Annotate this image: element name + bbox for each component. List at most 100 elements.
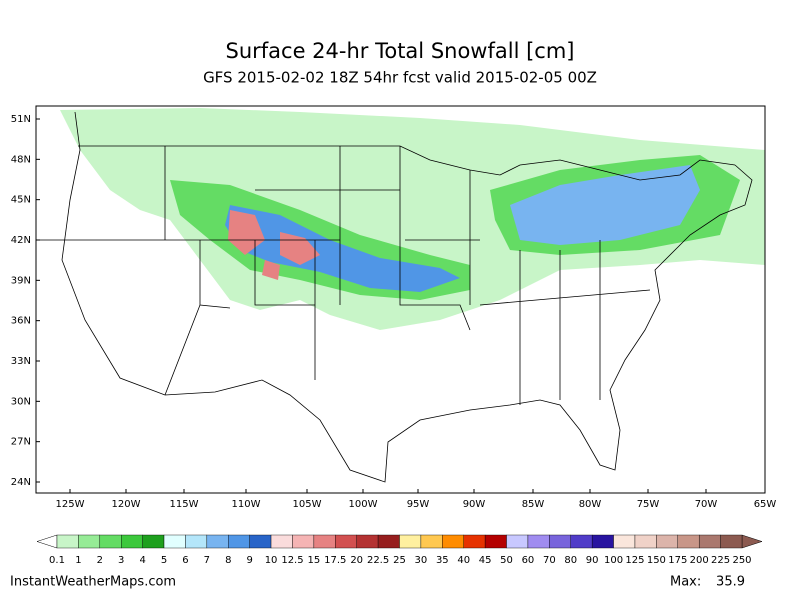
lon-label: 75W bbox=[637, 499, 660, 510]
title: Surface 24-hr Total Snowfall [cm] bbox=[226, 39, 575, 63]
colorbar-box bbox=[356, 534, 379, 549]
colorbar-box bbox=[484, 534, 507, 549]
colorbar-box bbox=[570, 534, 593, 549]
colorbar-label: 150 bbox=[647, 555, 666, 566]
colorbar-box bbox=[634, 534, 657, 549]
colorbar-label: 5 bbox=[161, 555, 167, 566]
colorbar-label: 22.5 bbox=[367, 555, 389, 566]
colorbar-box bbox=[377, 534, 400, 549]
lon-label: 65W bbox=[754, 499, 777, 510]
snow-blue bbox=[510, 165, 700, 245]
lon-label: 70W bbox=[695, 499, 718, 510]
colorbar-label: 60 bbox=[522, 555, 535, 566]
colorbar-label: 6 bbox=[182, 555, 188, 566]
lat-label: 36N bbox=[11, 316, 31, 327]
colorbar-label: 8 bbox=[225, 555, 231, 566]
colorbar-box bbox=[56, 534, 79, 549]
colorbar-label: 4 bbox=[139, 555, 145, 566]
lat-label: 27N bbox=[11, 437, 31, 448]
colorbar-box bbox=[313, 534, 336, 549]
colorbar-label: 125 bbox=[625, 555, 644, 566]
lon-label: 120W bbox=[112, 499, 141, 510]
colorbar-label: 20 bbox=[350, 555, 363, 566]
colorbar-box bbox=[249, 534, 272, 549]
colorbar-box bbox=[185, 534, 208, 549]
colorbar-box bbox=[613, 534, 636, 549]
lon-label: 80W bbox=[579, 499, 602, 510]
colorbar-label: 3 bbox=[118, 555, 124, 566]
lon-label: 105W bbox=[293, 499, 322, 510]
colorbar-label: 17.5 bbox=[324, 555, 346, 566]
colorbar-label: 45 bbox=[479, 555, 492, 566]
subtitle: GFS 2015-02-02 18Z 54hr fcst valid 2015-… bbox=[203, 69, 597, 87]
colorbar-box bbox=[549, 534, 571, 549]
site: InstantWeatherMaps.com bbox=[10, 575, 176, 590]
lat-label: 42N bbox=[11, 235, 31, 246]
colorbar-box bbox=[163, 534, 186, 549]
colorbar-label: 70 bbox=[543, 555, 556, 566]
colorbar-under bbox=[36, 534, 58, 549]
colorbar-label: 250 bbox=[732, 555, 751, 566]
colorbar-label: 200 bbox=[690, 555, 709, 566]
colorbar-label: 7 bbox=[204, 555, 210, 566]
colorbar-box bbox=[292, 534, 315, 549]
colorbar-box bbox=[698, 534, 721, 549]
colorbar-label: 50 bbox=[500, 555, 513, 566]
colorbar-label: 100 bbox=[604, 555, 623, 566]
colorbar-box bbox=[463, 534, 486, 549]
colorbar-box bbox=[228, 534, 250, 549]
colorbar-label: 9 bbox=[246, 555, 252, 566]
colorbar-box bbox=[399, 534, 422, 549]
colorbar-label: 15 bbox=[308, 555, 321, 566]
lon-label: 110W bbox=[232, 499, 261, 510]
colorbar-box bbox=[527, 534, 550, 549]
colorbar-label: 225 bbox=[711, 555, 730, 566]
colorbar-box bbox=[206, 534, 229, 549]
colorbar-over bbox=[741, 534, 763, 549]
snow-light bbox=[60, 108, 765, 330]
colorbar-box bbox=[121, 534, 143, 549]
snow-red bbox=[228, 210, 320, 280]
colorbar-box bbox=[591, 534, 614, 549]
colorbar-box bbox=[78, 534, 101, 549]
colorbar-box bbox=[656, 534, 678, 549]
lat-label: 33N bbox=[11, 356, 31, 367]
lat-label: 39N bbox=[11, 275, 31, 286]
colorbar-label: 80 bbox=[564, 555, 577, 566]
colorbar-box bbox=[270, 534, 293, 549]
lat-label: 51N bbox=[11, 114, 31, 125]
lon-label: 115W bbox=[170, 499, 199, 510]
lat-label: 45N bbox=[11, 195, 31, 206]
colorbar-box bbox=[142, 534, 165, 549]
colorbar-box bbox=[506, 534, 529, 549]
map-frame bbox=[35, 105, 766, 494]
lon-label: 100W bbox=[349, 499, 378, 510]
colorbar-label: 90 bbox=[586, 555, 599, 566]
colorbar-label: 1 bbox=[75, 555, 81, 566]
colorbar-box bbox=[677, 534, 700, 549]
colorbar-label: 35 bbox=[436, 555, 449, 566]
colorbar-label: 175 bbox=[668, 555, 687, 566]
colorbar-label: 40 bbox=[457, 555, 470, 566]
colorbar-box bbox=[99, 534, 122, 549]
colorbar-box bbox=[420, 534, 443, 549]
colorbar-label: 0.1 bbox=[49, 555, 65, 566]
lon-label: 85W bbox=[522, 499, 545, 510]
colorbar-box bbox=[335, 534, 357, 549]
lon-label: 90W bbox=[463, 499, 486, 510]
colorbar-box bbox=[442, 534, 464, 549]
max-label: Max: bbox=[670, 575, 701, 590]
lat-label: 30N bbox=[11, 396, 31, 407]
map bbox=[35, 105, 766, 494]
colorbar-box bbox=[720, 534, 743, 549]
lon-label: 95W bbox=[407, 499, 430, 510]
lat-label: 24N bbox=[11, 477, 31, 488]
colorbar-label: 12.5 bbox=[281, 555, 303, 566]
colorbar-label: 10 bbox=[265, 555, 278, 566]
max-value: 35.9 bbox=[716, 575, 745, 590]
colorbar-label: 2 bbox=[97, 555, 103, 566]
lon-label: 125W bbox=[56, 499, 85, 510]
colorbar-label: 30 bbox=[415, 555, 428, 566]
lat-label: 48N bbox=[11, 154, 31, 165]
